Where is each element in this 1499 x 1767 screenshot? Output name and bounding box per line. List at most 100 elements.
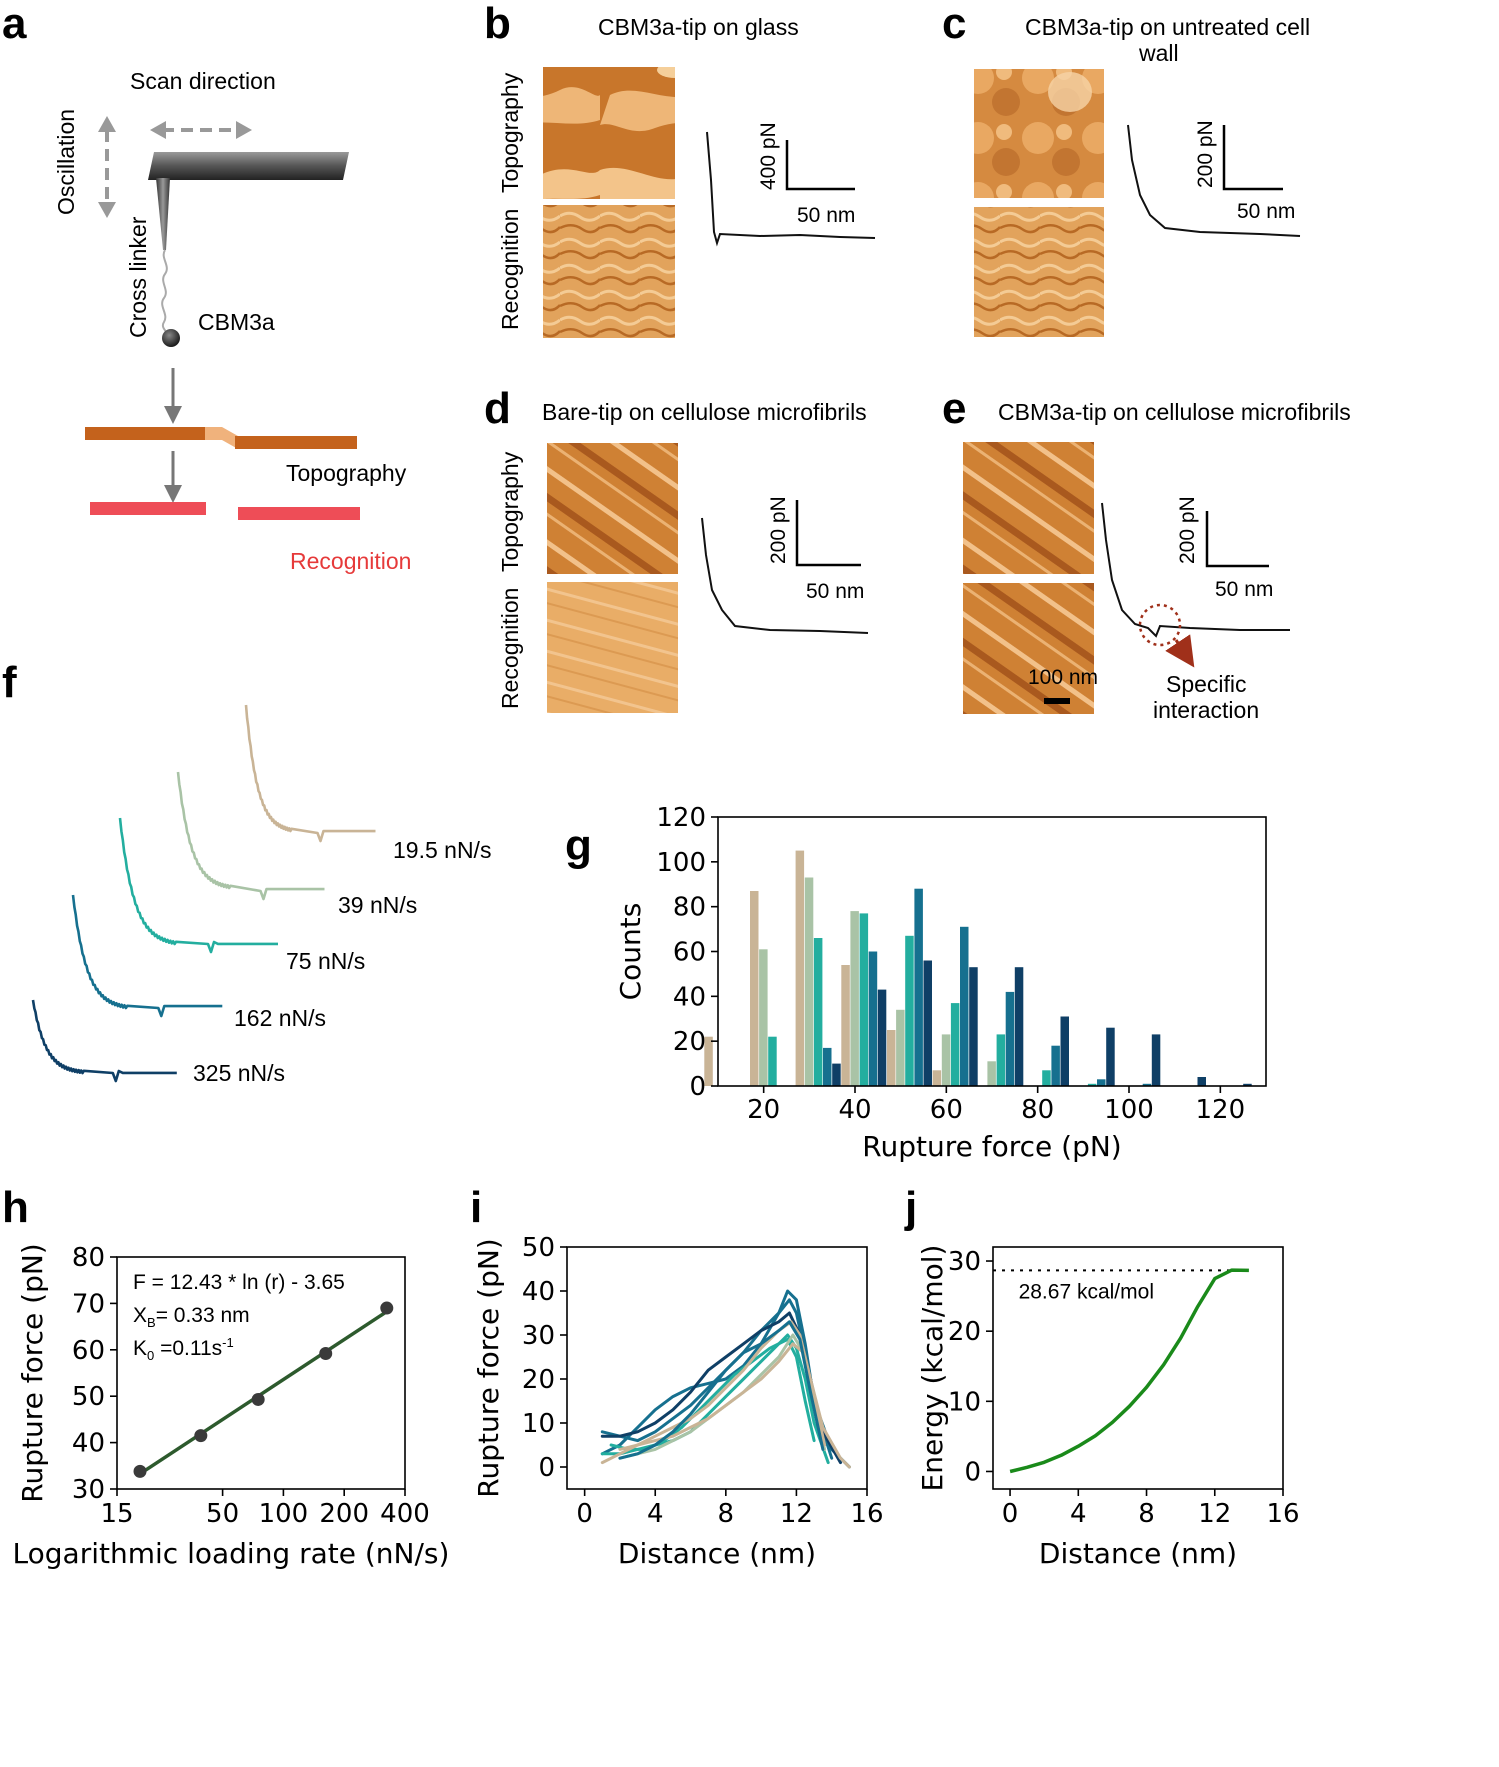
scale-bar-cell-wall: [1222, 125, 1283, 191]
x-tick-label: 12: [780, 1499, 813, 1529]
histogram-bar: [987, 1061, 996, 1086]
force-scale-label: 200 pN: [1194, 120, 1217, 188]
histogram-bar: [1197, 1077, 1206, 1086]
x-tick-label: 400: [380, 1499, 430, 1529]
histogram-bar: [1051, 1045, 1060, 1086]
plot-frame: [992, 1246, 1284, 1490]
specific-interaction-marker: [1138, 603, 1182, 647]
scan-direction-label: Scan direction: [130, 68, 276, 94]
x-axis-label: Distance (nm): [618, 1537, 816, 1570]
force-trace-label: 75 nN/s: [286, 948, 365, 974]
y-axis-label: Energy (kcal/mol): [916, 1245, 949, 1492]
histogram-bar: [1042, 1070, 1051, 1086]
recognition-image-glass: [543, 205, 675, 338]
y-tick-label: 30: [522, 1321, 555, 1351]
panel-label-j: j: [904, 1183, 917, 1232]
image-scale-bar: [1044, 698, 1070, 704]
image-scale-label: 100 nm: [1028, 666, 1098, 689]
arrow-icon: [1165, 634, 1195, 668]
histogram-bar: [795, 850, 805, 1086]
y-tick-label: 30: [948, 1247, 981, 1277]
histogram-bar: [1142, 1083, 1152, 1086]
x-tick-label: 40: [838, 1095, 871, 1125]
histogram-bar: [1151, 1034, 1161, 1086]
histogram-bar: [868, 951, 878, 1086]
force-curve-glass: [706, 131, 876, 247]
y-tick-label: 0: [689, 1072, 706, 1102]
histogram-bar: [768, 1036, 777, 1086]
plot-frame: [566, 1246, 868, 1490]
rupture-curve-c9: [618, 1320, 825, 1460]
topography-schematic-label: Topography: [286, 460, 407, 486]
y-tick-label: 120: [656, 803, 706, 833]
panel-label-i: i: [470, 1183, 482, 1232]
topography-row-label: Topography: [497, 72, 523, 193]
x-tick-label: 15: [100, 1499, 133, 1529]
recognition-row-label: Recognition: [497, 209, 523, 330]
cantilever-icon: [148, 152, 349, 250]
histogram-bar: [813, 938, 823, 1086]
recognition-trace-left: [90, 502, 206, 515]
force-trace-4: [71, 894, 223, 1018]
data-point: [319, 1347, 333, 1361]
plot-frame: [116, 1256, 406, 1490]
energy-plot: 28.67 kcal/mol 0 4 8 12 16 0 10 20 30 Distance (nm…: [916, 1245, 1300, 1570]
force-curve-cbm3a-fibrils: [1101, 502, 1290, 638]
x-tick-label: 80: [1021, 1095, 1054, 1125]
x-tick-label: 0: [1002, 1499, 1019, 1529]
scale-bar-bare-tip: [795, 500, 861, 567]
fit-xb-value: XB= 0.33 nm: [133, 1304, 250, 1330]
histogram-bar: [877, 989, 887, 1086]
histogram-bar: [996, 1034, 1006, 1086]
x-tick-label: 8: [1138, 1499, 1155, 1529]
histogram-bar: [850, 911, 859, 1086]
panel-label-g: g: [565, 821, 592, 870]
rupture-curve-c4: [600, 1333, 830, 1465]
histogram-bar: [1243, 1083, 1252, 1086]
force-trace-label: 162 nN/s: [234, 1005, 326, 1031]
histogram-bar: [859, 913, 869, 1086]
histogram-bar: [1106, 1027, 1115, 1086]
fit-equation: F = 12.43 * ln (r) - 3.65: [133, 1271, 345, 1294]
force-trace-5: [31, 999, 177, 1083]
histogram-bar: [832, 1063, 841, 1086]
x-tick-label: 200: [319, 1499, 369, 1529]
histogram-bar: [1014, 967, 1024, 1086]
histogram-bar: [887, 1030, 896, 1086]
recognition-image-cell-wall: [974, 207, 1104, 337]
recognition-trace-right: [238, 507, 360, 520]
histogram-bar: [1097, 1079, 1106, 1086]
histogram-bar: [960, 926, 969, 1086]
down-arrow-icon: [164, 451, 182, 503]
x-tick-label: 100: [259, 1499, 309, 1529]
histogram-bar: [823, 1047, 832, 1086]
panel-label-h: h: [2, 1183, 29, 1232]
recognition-row-label: Recognition: [497, 588, 523, 709]
distance-scale-label: 50 nm: [1237, 200, 1295, 223]
recognition-schematic-label: Recognition: [290, 548, 411, 574]
y-tick-label: 30: [72, 1475, 105, 1505]
scale-bar-cbm3a-fibrils: [1205, 511, 1269, 568]
panel-label-a: a: [2, 0, 27, 48]
distance-scale-label: 50 nm: [1215, 578, 1273, 601]
force-trace-1: [244, 704, 376, 843]
schematic-panel: Scan direction Oscillation Cross linker …: [53, 68, 411, 574]
force-curve-bare-tip: [701, 517, 869, 634]
oscillation-arrow-icon: [98, 116, 116, 218]
recognition-image-cbm3a-fibrils: [963, 583, 1094, 714]
y-tick-label: 50: [72, 1382, 105, 1412]
panel-label-f: f: [2, 658, 17, 707]
histogram-bar: [914, 888, 923, 1086]
panel-d-title: Bare-tip on cellulose microfibrils: [542, 399, 867, 425]
panel-label-d: d: [484, 384, 511, 433]
down-arrow-icon: [164, 368, 182, 424]
y-axis-label: Counts: [614, 903, 647, 1001]
x-tick-label: 8: [718, 1499, 735, 1529]
histogram-bar: [941, 1034, 951, 1086]
y-tick-label: 20: [948, 1317, 981, 1347]
y-tick-label: 20: [522, 1365, 555, 1395]
recognition-image-bare-tip: [547, 582, 678, 713]
histogram-bar: [804, 877, 814, 1086]
x-tick-label: 4: [1070, 1499, 1087, 1529]
